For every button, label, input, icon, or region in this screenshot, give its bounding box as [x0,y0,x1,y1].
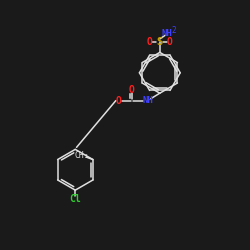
Text: 2: 2 [172,26,176,35]
Text: NH: NH [142,96,153,105]
Text: O: O [147,38,153,48]
Text: S: S [157,38,163,48]
Text: O: O [129,85,135,95]
Text: NH: NH [162,28,172,38]
Text: O: O [167,38,173,48]
Text: O: O [115,96,121,106]
Text: Cl: Cl [70,194,81,204]
Text: CH₃: CH₃ [74,150,89,160]
